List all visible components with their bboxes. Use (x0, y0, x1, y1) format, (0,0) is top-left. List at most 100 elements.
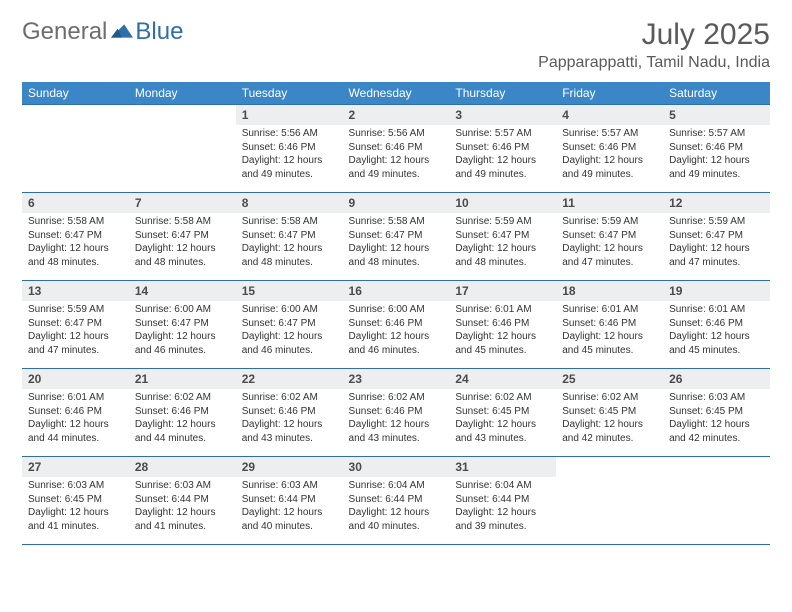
day-details: Sunrise: 6:03 AMSunset: 6:44 PMDaylight:… (129, 477, 236, 537)
calendar-cell: 21Sunrise: 6:02 AMSunset: 6:46 PMDayligh… (129, 369, 236, 457)
day-detail-line: and 40 minutes. (349, 520, 444, 534)
day-number: 24 (449, 369, 556, 389)
day-detail-line: Sunrise: 5:59 AM (28, 303, 123, 317)
day-detail-line: Sunset: 6:47 PM (242, 229, 337, 243)
calendar-row: 1Sunrise: 5:56 AMSunset: 6:46 PMDaylight… (22, 105, 770, 193)
day-number: 30 (343, 457, 450, 477)
calendar-cell: 20Sunrise: 6:01 AMSunset: 6:46 PMDayligh… (22, 369, 129, 457)
day-details: Sunrise: 6:04 AMSunset: 6:44 PMDaylight:… (449, 477, 556, 537)
day-detail-line: Sunset: 6:45 PM (28, 493, 123, 507)
calendar-cell: 12Sunrise: 5:59 AMSunset: 6:47 PMDayligh… (663, 193, 770, 281)
day-detail-line: Daylight: 12 hours (455, 330, 550, 344)
calendar-cell: 31Sunrise: 6:04 AMSunset: 6:44 PMDayligh… (449, 457, 556, 545)
calendar-cell (129, 105, 236, 193)
day-details: Sunrise: 6:02 AMSunset: 6:45 PMDaylight:… (449, 389, 556, 449)
calendar-cell: 13Sunrise: 5:59 AMSunset: 6:47 PMDayligh… (22, 281, 129, 369)
day-details: Sunrise: 6:00 AMSunset: 6:47 PMDaylight:… (236, 301, 343, 361)
day-detail-line: Sunrise: 5:58 AM (135, 215, 230, 229)
calendar-cell: 18Sunrise: 6:01 AMSunset: 6:46 PMDayligh… (556, 281, 663, 369)
day-number: 26 (663, 369, 770, 389)
day-detail-line: and 42 minutes. (562, 432, 657, 446)
calendar-cell: 8Sunrise: 5:58 AMSunset: 6:47 PMDaylight… (236, 193, 343, 281)
day-detail-line: Sunset: 6:46 PM (242, 405, 337, 419)
day-detail-line: Sunset: 6:47 PM (135, 229, 230, 243)
calendar-cell: 11Sunrise: 5:59 AMSunset: 6:47 PMDayligh… (556, 193, 663, 281)
day-detail-line: Daylight: 12 hours (28, 330, 123, 344)
brand-icon (109, 18, 133, 49)
day-number: 15 (236, 281, 343, 301)
day-detail-line: Sunset: 6:44 PM (135, 493, 230, 507)
day-number: 18 (556, 281, 663, 301)
day-detail-line: Sunset: 6:46 PM (349, 405, 444, 419)
day-detail-line: and 48 minutes. (28, 256, 123, 270)
brand-blue: Blue (135, 18, 183, 46)
calendar-cell: 15Sunrise: 6:00 AMSunset: 6:47 PMDayligh… (236, 281, 343, 369)
calendar-cell: 27Sunrise: 6:03 AMSunset: 6:45 PMDayligh… (22, 457, 129, 545)
day-number: 9 (343, 193, 450, 213)
day-detail-line: Sunrise: 6:01 AM (28, 391, 123, 405)
day-detail-line: Sunrise: 6:00 AM (242, 303, 337, 317)
day-detail-line: Daylight: 12 hours (242, 506, 337, 520)
brand-logo: General Blue (22, 18, 183, 49)
day-detail-line: and 47 minutes. (562, 256, 657, 270)
day-detail-line: Sunrise: 6:00 AM (135, 303, 230, 317)
day-number: 22 (236, 369, 343, 389)
day-detail-line: Sunset: 6:47 PM (669, 229, 764, 243)
day-detail-line: and 43 minutes. (349, 432, 444, 446)
day-detail-line: Sunrise: 6:02 AM (349, 391, 444, 405)
day-detail-line: Daylight: 12 hours (242, 330, 337, 344)
day-detail-line: and 48 minutes. (242, 256, 337, 270)
calendar-cell (556, 457, 663, 545)
day-detail-line: Sunset: 6:46 PM (562, 141, 657, 155)
day-number: 23 (343, 369, 450, 389)
calendar-row: 20Sunrise: 6:01 AMSunset: 6:46 PMDayligh… (22, 369, 770, 457)
title-block: July 2025 Papparappatti, Tamil Nadu, Ind… (538, 18, 770, 72)
weekday-header: Friday (556, 82, 663, 105)
day-number: 4 (556, 105, 663, 125)
day-detail-line: Daylight: 12 hours (242, 242, 337, 256)
day-details: Sunrise: 6:04 AMSunset: 6:44 PMDaylight:… (343, 477, 450, 537)
calendar-cell: 29Sunrise: 6:03 AMSunset: 6:44 PMDayligh… (236, 457, 343, 545)
day-number: 16 (343, 281, 450, 301)
day-details: Sunrise: 5:59 AMSunset: 6:47 PMDaylight:… (22, 301, 129, 361)
day-detail-line: Sunset: 6:44 PM (349, 493, 444, 507)
day-detail-line: Daylight: 12 hours (562, 242, 657, 256)
day-detail-line: Sunrise: 6:01 AM (455, 303, 550, 317)
day-detail-line: Sunset: 6:46 PM (455, 317, 550, 331)
day-details: Sunrise: 6:02 AMSunset: 6:46 PMDaylight:… (343, 389, 450, 449)
calendar-row: 27Sunrise: 6:03 AMSunset: 6:45 PMDayligh… (22, 457, 770, 545)
day-detail-line: and 43 minutes. (242, 432, 337, 446)
day-detail-line: Daylight: 12 hours (562, 154, 657, 168)
month-title: July 2025 (538, 18, 770, 52)
day-detail-line: Daylight: 12 hours (455, 154, 550, 168)
day-detail-line: Daylight: 12 hours (28, 506, 123, 520)
day-number: 12 (663, 193, 770, 213)
calendar-cell: 9Sunrise: 5:58 AMSunset: 6:47 PMDaylight… (343, 193, 450, 281)
day-details: Sunrise: 5:59 AMSunset: 6:47 PMDaylight:… (663, 213, 770, 273)
page-header: General Blue July 2025 Papparappatti, Ta… (22, 18, 770, 72)
day-detail-line: Sunrise: 5:59 AM (669, 215, 764, 229)
day-number: 13 (22, 281, 129, 301)
day-details: Sunrise: 5:58 AMSunset: 6:47 PMDaylight:… (129, 213, 236, 273)
calendar-cell: 4 Sunrise: 5:57 AMSunset: 6:46 PMDaylight… (556, 105, 663, 193)
day-details: Sunrise: 5:58 AMSunset: 6:47 PMDaylight:… (22, 213, 129, 273)
day-detail-line: Sunrise: 6:02 AM (455, 391, 550, 405)
day-detail-line: Sunrise: 5:59 AM (562, 215, 657, 229)
day-number: 7 (129, 193, 236, 213)
day-number: 3 (449, 105, 556, 125)
day-detail-line: Sunset: 6:47 PM (349, 229, 444, 243)
day-detail-line: Sunrise: 5:56 AM (242, 127, 337, 141)
day-detail-line: and 43 minutes. (455, 432, 550, 446)
day-detail-line: Sunrise: 6:03 AM (242, 479, 337, 493)
day-number: 1 (236, 105, 343, 125)
weekday-header: Thursday (449, 82, 556, 105)
calendar-cell (663, 457, 770, 545)
day-detail-line: Sunrise: 5:57 AM (455, 127, 550, 141)
day-detail-line: and 40 minutes. (242, 520, 337, 534)
day-details: Sunrise: 6:01 AMSunset: 6:46 PMDaylight:… (663, 301, 770, 361)
day-number: 25 (556, 369, 663, 389)
day-detail-line: Sunrise: 5:57 AM (562, 127, 657, 141)
day-detail-line: Sunset: 6:46 PM (242, 141, 337, 155)
day-detail-line: and 44 minutes. (28, 432, 123, 446)
day-detail-line: Sunset: 6:46 PM (349, 141, 444, 155)
